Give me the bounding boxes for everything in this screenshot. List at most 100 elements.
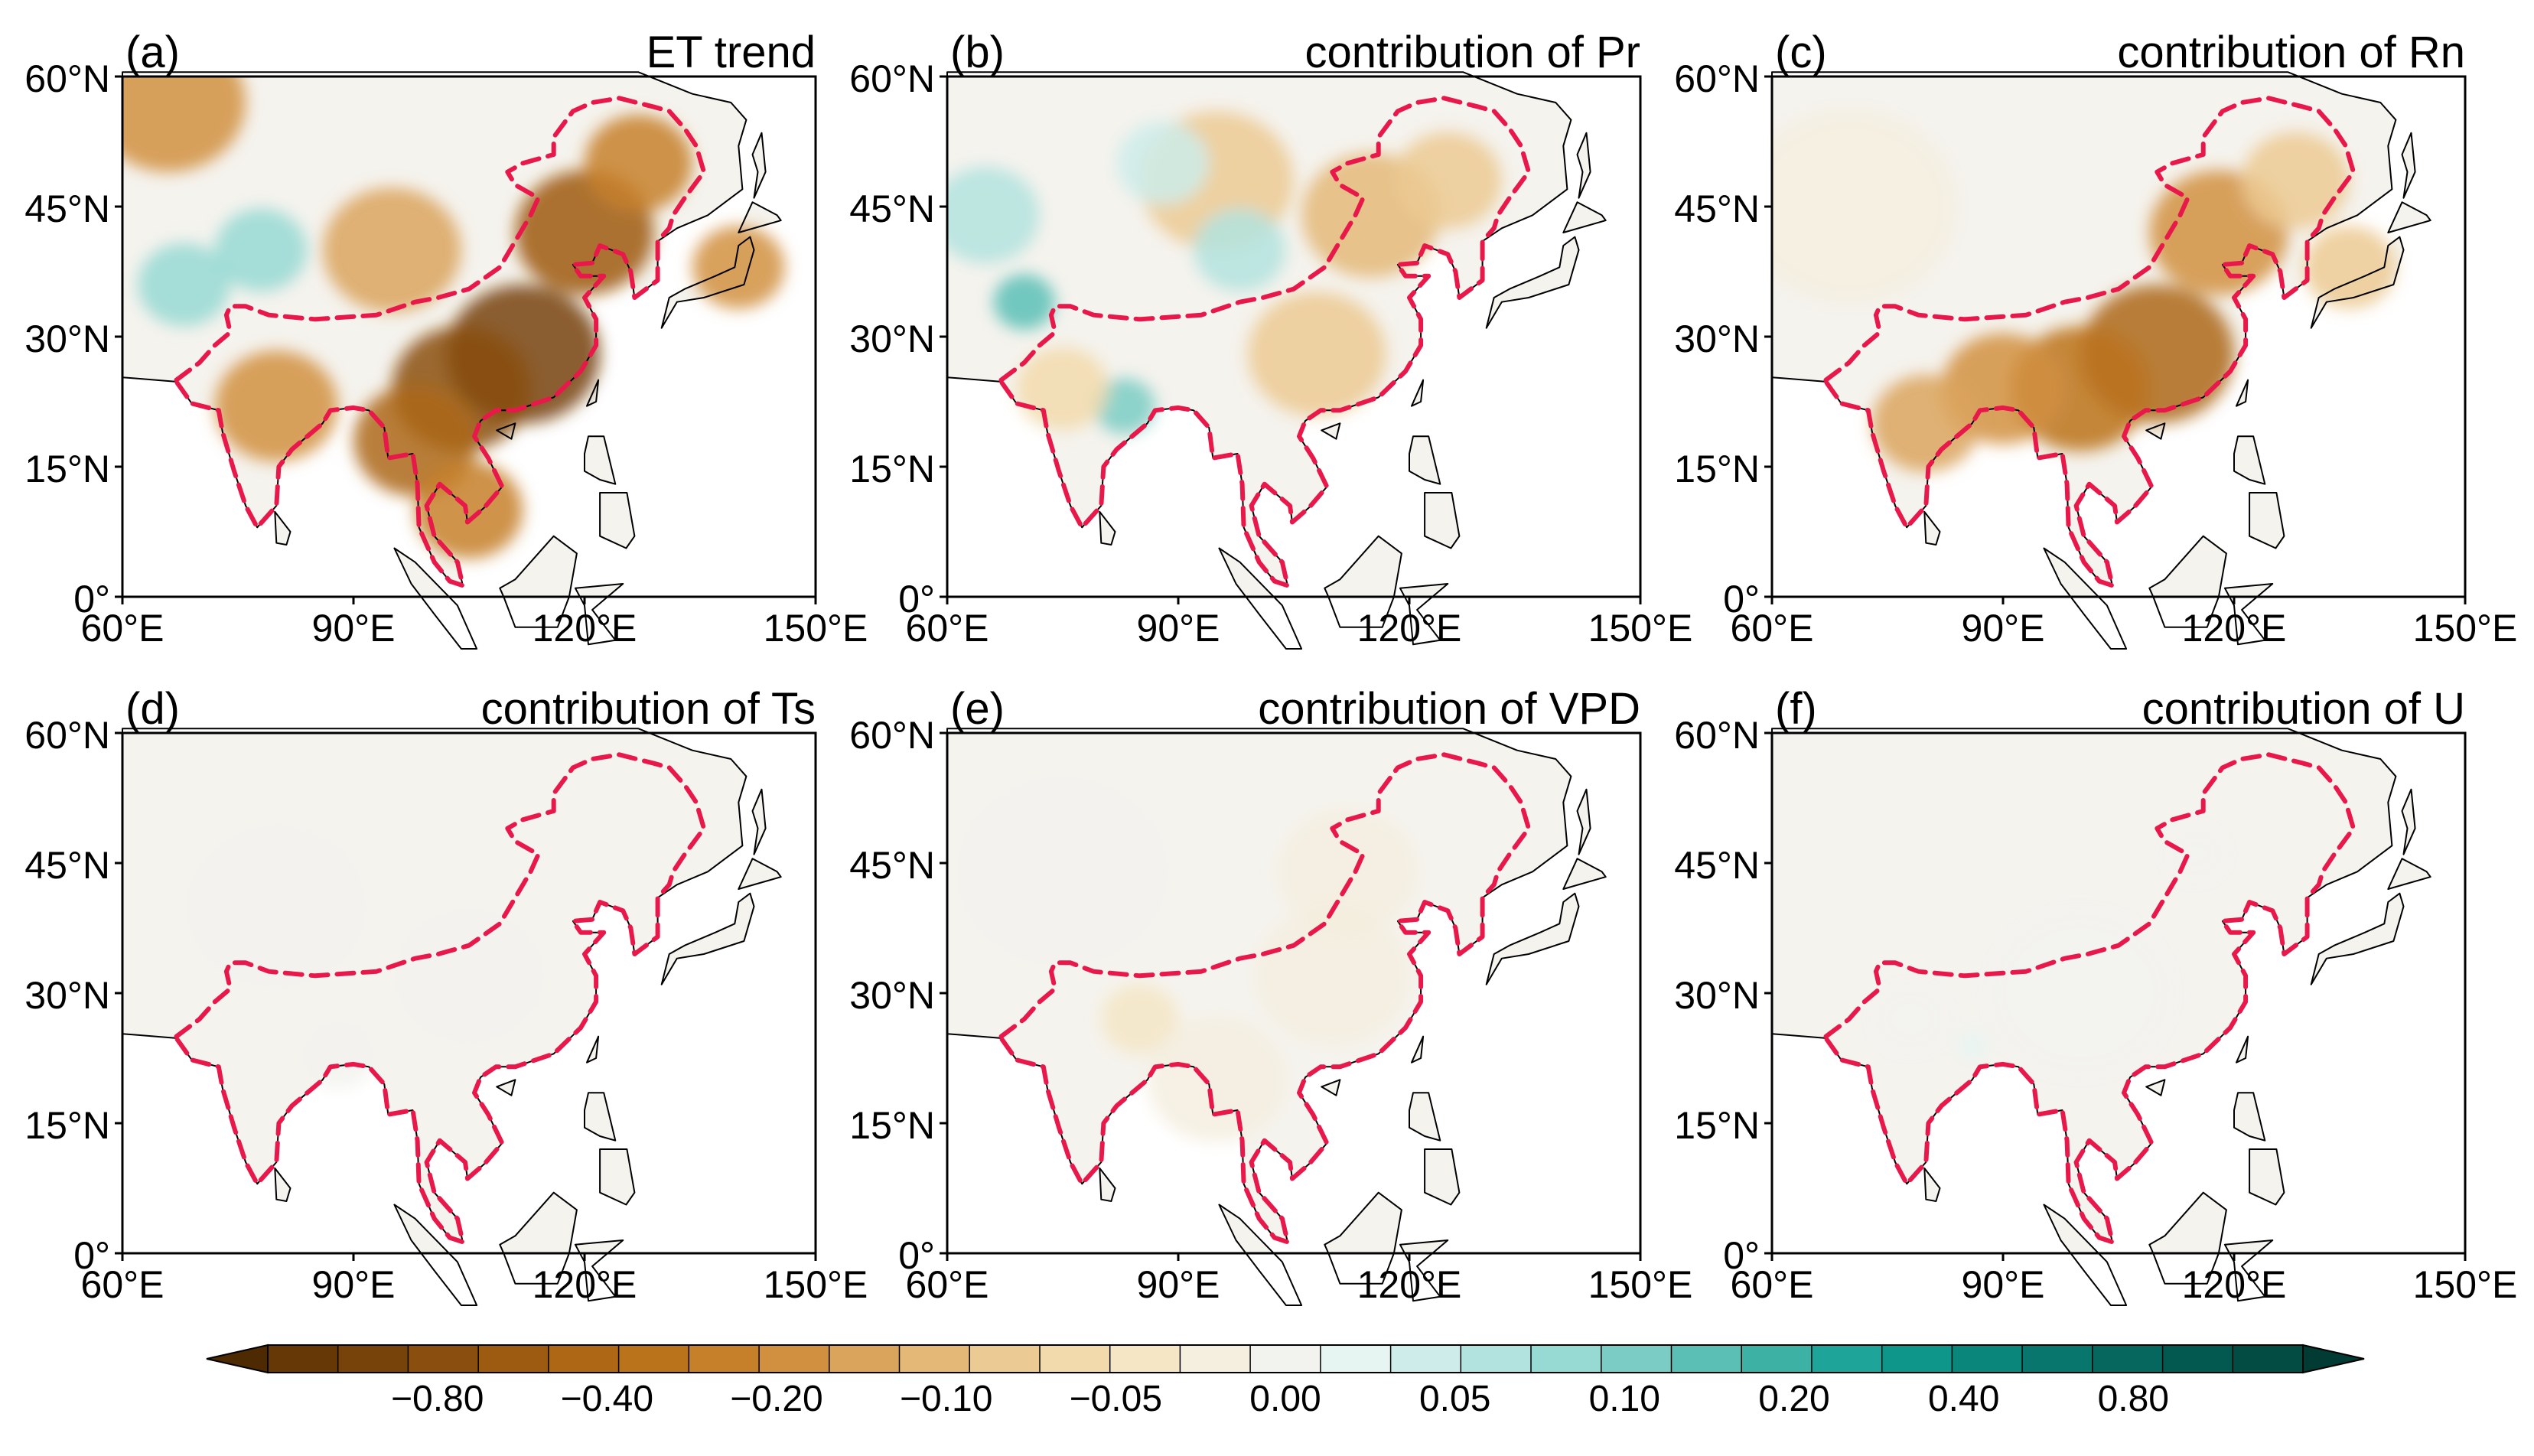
lat-tick-label: 0° <box>73 1234 110 1277</box>
lon-tick-label: 120°E <box>533 607 637 650</box>
lon-tick-label: 90°E <box>1962 607 2045 650</box>
lat-tick-label: 15°N <box>24 448 110 490</box>
lon-tick-label: 60°E <box>1731 607 1814 650</box>
panel-letter: (e) <box>950 684 1005 734</box>
panel-f: 0° 15°N 30°N 45°N 60°N 60°E 90°E 120°E 150°E (f)… <box>1674 684 2517 1306</box>
trend-blob <box>1247 292 1386 417</box>
trend-blob <box>692 225 785 309</box>
colorbar: −0.80 −0.40 −0.20 −0.10 −0.05 0.00 0.05 0.10 0.2… <box>206 1344 2365 1419</box>
lat-tick-label: 45°N <box>849 187 935 230</box>
lat-tick-label: 30°N <box>24 318 110 360</box>
trend-blob <box>1956 1031 1988 1060</box>
panel-e: 0° 15°N 30°N 45°N 60°N 60°E 90°E 120°E 150°E (e)… <box>849 684 1692 1306</box>
trend-blob <box>322 187 461 313</box>
axis-ticks: 0° 15°N 30°N 45°N 60°N 60°E 90°E 120°E 150°E <box>24 714 868 1306</box>
colorbar-cell <box>1461 1345 1532 1373</box>
panel-letter: (a) <box>125 28 180 77</box>
panel-title: contribution of Pr <box>1305 28 1640 77</box>
lon-tick-label: 60°E <box>81 1263 164 1306</box>
trend-blob <box>122 77 246 172</box>
colorbar-cell <box>618 1345 689 1373</box>
lat-tick-label: 30°N <box>1674 318 1760 360</box>
trend-blob <box>415 461 523 559</box>
lon-tick-label: 150°E <box>1588 1263 1693 1306</box>
trend-blob <box>184 822 370 990</box>
lat-tick-label: 0° <box>898 1234 935 1277</box>
trend-blob <box>1016 347 1109 431</box>
colorbar-cell <box>1811 1345 1883 1373</box>
lat-tick-label: 60°N <box>849 714 935 757</box>
colorbar-cell <box>1390 1345 1461 1373</box>
lon-tick-label: 60°E <box>906 607 989 650</box>
colorbar-cell <box>1250 1345 1321 1373</box>
colorbar-cell <box>2092 1345 2163 1373</box>
trend-blob <box>392 906 546 1045</box>
colorbar-cell <box>1109 1345 1181 1373</box>
trend-field <box>1871 826 2226 1077</box>
lat-tick-label: 45°N <box>1674 844 1760 887</box>
axis-ticks: 0° 15°N 30°N 45°N 60°N 60°E 90°E 120°E 150°E <box>849 714 1692 1306</box>
panel-a: 0° 15°N 30°N 45°N 60°N 60°E 90°E 120°E 150°E (a)… <box>24 28 868 650</box>
trend-blob <box>1116 121 1210 205</box>
colorbar-cell <box>2022 1345 2093 1373</box>
panel-letter: (f) <box>1775 684 1817 734</box>
trend-field <box>184 822 546 1089</box>
colorbar-cell <box>1320 1345 1392 1373</box>
colorbar-tick-label: −0.10 <box>900 1379 992 1419</box>
panel-title: contribution of VPD <box>1258 684 1640 734</box>
lat-tick-label: 60°N <box>1674 714 1760 757</box>
lon-tick-label: 90°E <box>1137 607 1220 650</box>
trend-blob <box>1871 374 1980 472</box>
lon-tick-label: 120°E <box>533 1263 637 1306</box>
lon-tick-label: 120°E <box>1357 1263 1462 1306</box>
colorbar-tick-label: 0.05 <box>1419 1379 1490 1419</box>
panel-letter: (d) <box>125 684 180 734</box>
lat-tick-label: 45°N <box>849 844 935 887</box>
trend-blob <box>1871 984 1949 1054</box>
colorbar-cell <box>1741 1345 1813 1373</box>
panel-title: contribution of U <box>2142 684 2465 734</box>
panel-d: 0° 15°N 30°N 45°N 60°N 60°E 90°E 120°E 150°E (d)… <box>24 684 868 1306</box>
trend-blob <box>1147 1017 1286 1142</box>
lon-tick-label: 150°E <box>764 1263 868 1306</box>
colorbar-extend-left <box>206 1344 269 1374</box>
colorbar-tick-label: −0.05 <box>1070 1379 1162 1419</box>
panel-b: 0° 15°N 30°N 45°N 60°N 60°E 90°E 120°E 150°E (b)… <box>849 28 1692 650</box>
lon-tick-label: 150°E <box>2413 1263 2518 1306</box>
colorbar-tick-label: −0.20 <box>730 1379 822 1419</box>
colorbar-cell <box>829 1345 900 1373</box>
colorbar-cell <box>899 1345 970 1373</box>
lon-tick-label: 120°E <box>2182 1263 2287 1306</box>
colorbar-tick-label: −0.40 <box>561 1379 653 1419</box>
lat-tick-label: 15°N <box>24 1104 110 1147</box>
colorbar-cell <box>759 1345 830 1373</box>
lon-tick-label: 90°E <box>1137 1263 1220 1306</box>
colorbar-cell <box>548 1345 620 1373</box>
colorbar-cell <box>2233 1345 2304 1373</box>
colorbar-cell <box>1952 1345 2023 1373</box>
colorbar-cell <box>1040 1345 1111 1373</box>
trend-blob <box>1278 809 1418 934</box>
trend-blob <box>2242 132 2350 230</box>
colorbar-cell <box>268 1345 339 1373</box>
colorbar-tick-label: 0.80 <box>2098 1379 2169 1419</box>
panel-letter: (b) <box>950 28 1005 77</box>
panel-title: contribution of Rn <box>2117 28 2465 77</box>
colorbar-cell <box>689 1345 760 1373</box>
panel-title: ET trend <box>647 28 816 77</box>
trend-blob <box>955 774 1171 969</box>
trend-blob <box>1987 910 2173 1077</box>
colorbar-extend-right <box>2302 1344 2365 1374</box>
colorbar-cell <box>1531 1345 1602 1373</box>
lat-tick-label: 0° <box>1723 578 1760 621</box>
axis-ticks: 0° 15°N 30°N 45°N 60°N 60°E 90°E 120°E 150°E <box>849 57 1692 650</box>
trend-blob <box>993 274 1055 331</box>
trend-blob <box>2164 826 2226 882</box>
panel-title: contribution of Ts <box>481 684 816 734</box>
trend-blob <box>2303 225 2396 309</box>
trend-blob <box>1093 378 1155 434</box>
colorbar-cell <box>969 1345 1041 1373</box>
lat-tick-label: 45°N <box>24 844 110 887</box>
lon-tick-label: 90°E <box>312 607 396 650</box>
